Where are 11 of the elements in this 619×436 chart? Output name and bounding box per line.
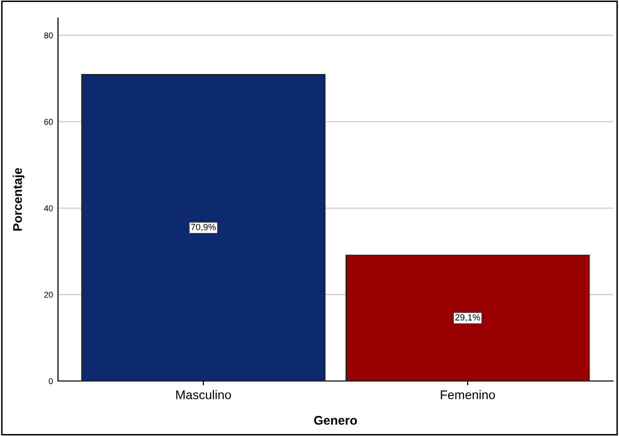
y-tick-label: 0 [48,378,53,384]
x-axis-title: Genero [314,416,357,425]
y-tick-label: 80 [44,32,53,38]
y-tick-label: 40 [44,205,53,212]
y-axis-title: Porcentaje [12,168,24,231]
y-tick-label: 20 [44,292,53,298]
data-label: 29,1% [455,314,480,322]
y-tick-label: 60 [44,118,53,125]
x-tick-label: Femenino [440,390,495,400]
x-tick-label: Masculino [176,390,231,400]
data-label: 70,9% [191,224,216,232]
